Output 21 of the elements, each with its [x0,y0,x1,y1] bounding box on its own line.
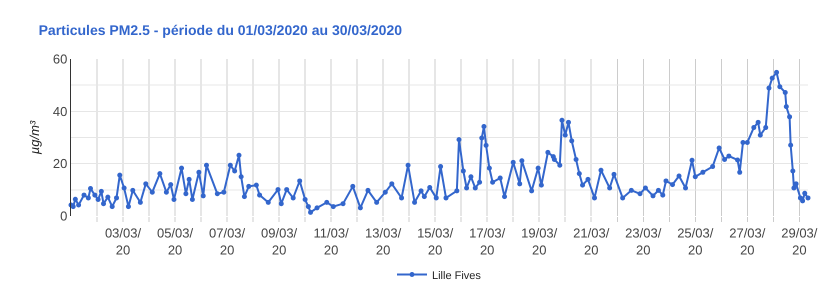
y-tick-label: 0 [60,208,68,224]
x-tick-label: 29/03/20 [781,226,818,258]
x-tick-label: 23/03/20 [625,226,662,258]
x-tick-label: 25/03/20 [677,226,714,258]
x-tick-label: 07/03/20 [208,226,246,258]
x-tick-label: 03/03/20 [104,226,142,258]
y-axis-title: µg/m³ [26,120,42,154]
legend-label: Lille Fives [432,270,482,282]
x-tick-label: 17/03/20 [469,226,506,258]
x-tick-label: 11/03/20 [314,226,350,258]
x-tick-label: 27/03/20 [729,226,766,258]
x-tick-label: 15/03/20 [417,226,454,258]
y-tick-label: 60 [52,52,68,67]
x-tick-label: 19/03/20 [521,226,558,258]
x-tick-label: 21/03/20 [573,226,610,258]
chart-title: Particules PM2.5 - période du 01/03/2020 au 30/03/2020 [38,22,402,38]
x-tick-label: 09/03/20 [261,226,298,258]
x-tick-label: 13/03/20 [365,226,402,258]
y-tick-label: 20 [52,156,68,172]
y-tick-label: 40 [52,104,68,119]
x-tick-label: 05/03/20 [156,226,194,258]
